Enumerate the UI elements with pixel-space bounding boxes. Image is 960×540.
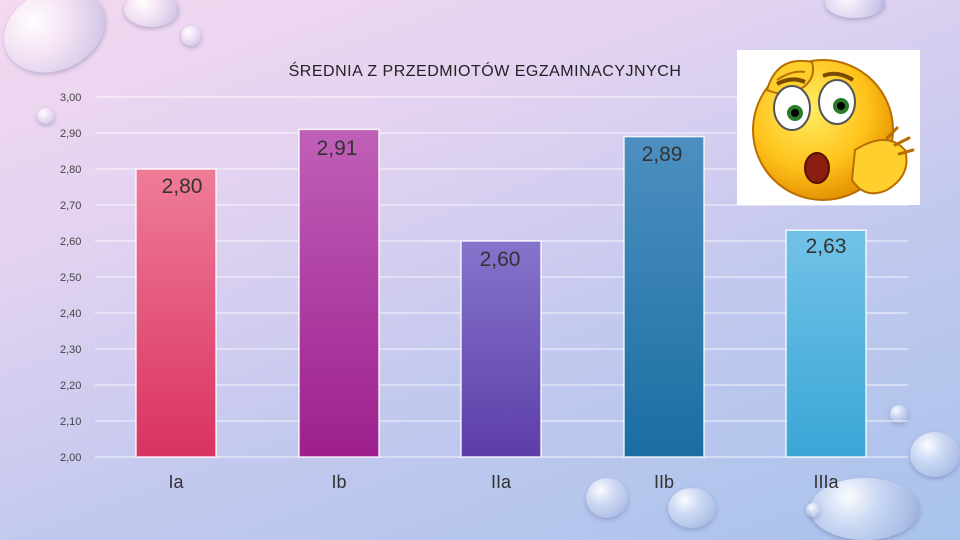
y-tick-label: 2,50 (60, 272, 81, 284)
water-drop (586, 478, 628, 518)
bar-ib (298, 128, 380, 458)
y-tick-label: 2,60 (60, 236, 81, 248)
x-tick-label: IIb (654, 472, 674, 492)
water-drop (124, 0, 179, 27)
y-axis-ticks: 2,00 2,10 2,20 2,30 2,40 2,50 2,60 2,70 2,80 2,90… (60, 92, 81, 464)
water-drop (910, 432, 960, 477)
y-tick-label: 2,00 (60, 452, 81, 464)
water-drop (181, 26, 201, 46)
y-tick-label: 2,70 (60, 200, 81, 212)
water-drop (890, 405, 908, 423)
bar-iia (460, 240, 542, 458)
x-tick-label: Ib (331, 472, 346, 492)
water-drop (810, 478, 920, 540)
data-labels: 2,80 2,91 2,60 2,89 2,63 (162, 137, 847, 271)
data-label: 2,80 (162, 175, 203, 198)
y-tick-label: 2,90 (60, 128, 81, 140)
y-tick-label: 2,40 (60, 308, 81, 320)
y-tick-label: 2,30 (60, 344, 81, 356)
y-tick-label: 3,00 (60, 92, 81, 104)
x-tick-label: IIIa (813, 472, 839, 492)
water-drop (806, 503, 820, 517)
bars (135, 128, 867, 458)
water-drop (37, 108, 55, 124)
x-axis-labels: Ia Ib IIa IIb IIIa (168, 472, 839, 492)
data-label: 2,63 (806, 235, 847, 258)
y-tick-label: 2,80 (60, 164, 81, 176)
x-tick-label: Ia (168, 472, 184, 492)
water-drop (668, 488, 716, 528)
x-tick-label: IIa (491, 472, 512, 492)
water-drop (825, 0, 885, 18)
y-tick-label: 2,10 (60, 416, 81, 428)
y-tick-label: 2,20 (60, 380, 81, 392)
bar-iib (623, 135, 705, 458)
confused-face-emoji (737, 50, 920, 205)
bar-ia (135, 168, 217, 458)
data-label: 2,89 (642, 143, 683, 166)
data-label: 2,60 (480, 248, 521, 271)
data-label: 2,91 (317, 137, 358, 160)
bar-iiia (785, 229, 867, 458)
chart-title: ŚREDNIA Z PRZEDMIOTÓW EGZAMINACYJNYCH (289, 61, 682, 80)
